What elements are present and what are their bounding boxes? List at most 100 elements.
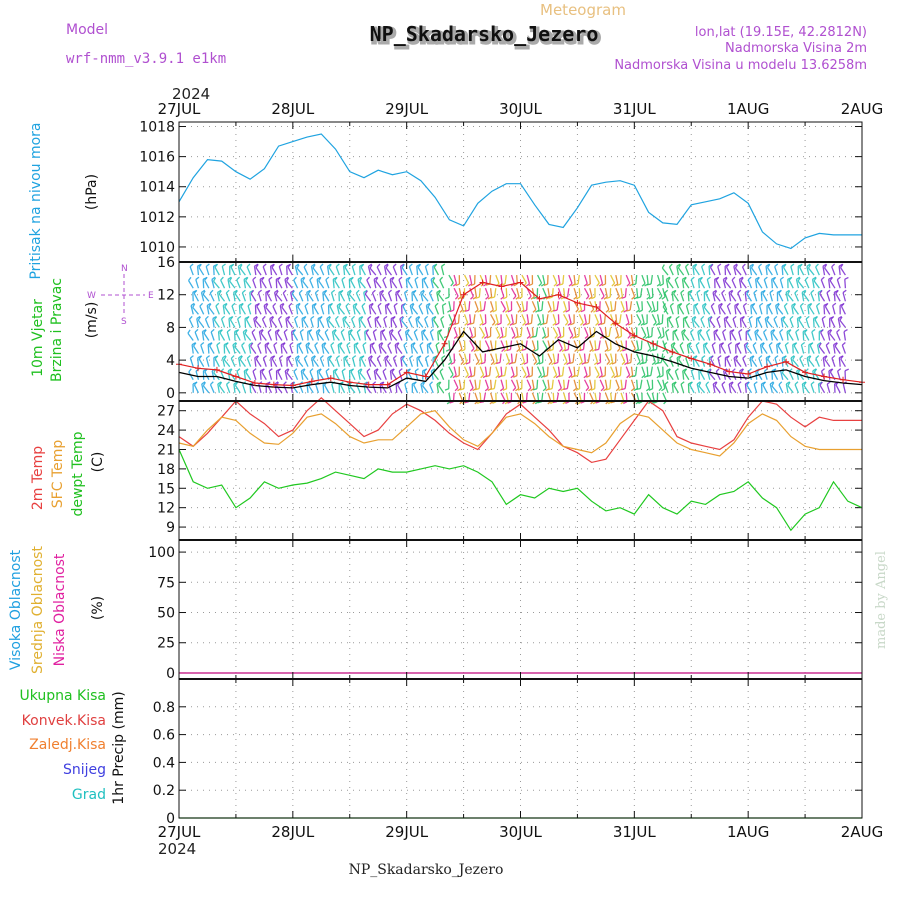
wind-barb-feather: [271, 263, 275, 268]
wind-barb: [479, 366, 485, 376]
wind-barb-feather: [693, 263, 698, 268]
wind-barb: [829, 280, 836, 289]
wind-barb: [587, 353, 591, 363]
wind-barb-feather: [297, 303, 301, 308]
wind-barb-feather: [286, 368, 290, 373]
wind-barb-feather: [345, 302, 350, 307]
wind-barb-feather: [606, 361, 611, 365]
wind-barb: [641, 314, 645, 324]
wind-barb-feather: [677, 264, 682, 269]
wind-barb-feather: [598, 283, 603, 287]
wind-barb: [521, 353, 526, 363]
wind-barb: [722, 331, 727, 341]
gust-marker: [536, 295, 543, 302]
wind-barb-feather: [583, 283, 588, 287]
wind-barb-feather: [409, 355, 414, 359]
wind-barb-feather: [553, 282, 558, 287]
wind-barb-feather: [449, 374, 454, 379]
wind-barb-feather: [457, 388, 462, 392]
top-date-label: 27JUL: [158, 100, 201, 118]
wind-barb-feather: [674, 368, 679, 372]
wind-barb-feather: [675, 315, 680, 320]
wind-barb: [337, 344, 340, 354]
wind-barb-feather: [800, 302, 804, 307]
gust-marker: [479, 279, 486, 286]
wind-barb-feather: [739, 276, 744, 280]
wind-barb: [396, 345, 403, 354]
wind-barb: [675, 318, 680, 328]
wind-barb-feather: [269, 315, 274, 320]
wind-barb: [303, 266, 309, 276]
wind-barb-feather: [518, 296, 523, 300]
wind-barb: [380, 346, 387, 354]
wind-barb: [395, 383, 398, 393]
wind-barb: [594, 353, 599, 363]
wind-barb: [334, 371, 340, 381]
gust-marker: [422, 373, 429, 380]
wind-barb: [258, 331, 262, 341]
wind-barb-feather: [350, 276, 354, 281]
wind-barb: [636, 301, 640, 311]
wind-barb-feather: [831, 355, 836, 359]
wind-barb: [838, 266, 841, 276]
wind-barb-feather: [202, 290, 206, 295]
wind-barb: [573, 275, 576, 285]
wind-barb-feather: [440, 315, 445, 320]
wind-barb: [384, 357, 387, 367]
wind-barb: [190, 305, 194, 315]
wind-barb-feather: [274, 289, 279, 294]
wind-barb: [650, 274, 654, 285]
wind-barb-feather: [589, 348, 594, 353]
wind-barb: [711, 344, 716, 354]
wind-barb: [430, 370, 434, 380]
wind-barb-feather: [816, 302, 821, 307]
wind-barb-feather: [579, 348, 584, 352]
wind-barb: [799, 305, 805, 315]
wind-barb: [542, 287, 547, 297]
wind-barb-feather: [454, 387, 459, 392]
wind-barb-feather: [673, 329, 678, 333]
wind-barb: [238, 305, 241, 315]
gust-marker: [745, 371, 752, 378]
wind-barb: [521, 314, 527, 323]
wind-barb-feather: [534, 348, 539, 352]
wind-barb-feather: [376, 316, 380, 321]
wind-barb: [312, 267, 319, 276]
wind-barb-feather: [369, 355, 373, 360]
wind-barb: [484, 366, 488, 376]
wind-barb: [678, 306, 685, 315]
y-tick-label: 0.4: [153, 755, 175, 771]
wind-barb: [196, 266, 200, 276]
wind-barb-feather: [502, 296, 508, 300]
wind-barb-feather: [658, 322, 663, 326]
wind-barb-feather: [814, 316, 819, 320]
wind-barb: [809, 345, 815, 354]
wind-barb-feather: [623, 401, 628, 405]
wind-barb-feather: [638, 401, 643, 404]
wind-barb-feather: [610, 309, 616, 312]
wind-barb: [210, 331, 215, 341]
wind-barb-feather: [217, 381, 222, 385]
wind-barb-feather: [616, 375, 621, 378]
wind-barb-feather: [425, 355, 430, 359]
wind-barb-feather: [548, 361, 553, 366]
wind-barb: [725, 266, 732, 276]
wind-barb: [705, 331, 711, 341]
wind-barb: [610, 366, 615, 376]
wind-barb: [310, 266, 314, 276]
wind-barb: [308, 332, 314, 341]
wind-barb-feather: [751, 355, 755, 360]
wind-barb: [795, 331, 800, 341]
wind-barb-feather: [711, 341, 716, 346]
wind-barb: [221, 266, 226, 276]
wind-barb-feather: [719, 303, 723, 308]
wind-barb: [745, 346, 753, 354]
wind-barb: [324, 332, 330, 341]
wind-barb-feather: [626, 374, 631, 379]
wind-barb-feather: [246, 355, 251, 359]
wind-barb-feather: [442, 302, 447, 306]
wind-barb: [339, 384, 346, 394]
wind-barb-feather: [702, 302, 707, 307]
wind-barb: [661, 314, 664, 324]
wind-barb-feather: [411, 303, 415, 308]
